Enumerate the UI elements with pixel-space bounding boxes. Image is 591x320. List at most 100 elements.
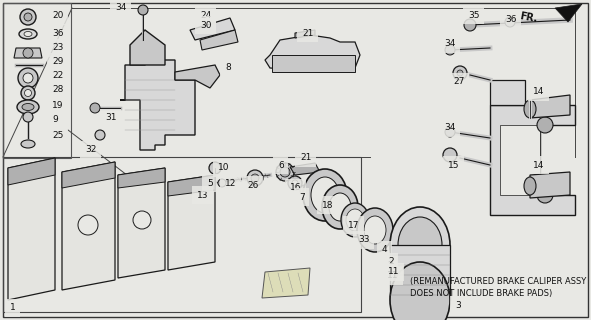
Text: 11: 11: [387, 271, 398, 281]
Ellipse shape: [23, 48, 33, 58]
Text: (REMANUFACTURED BRAKE CALIPER ASSY: (REMANUFACTURED BRAKE CALIPER ASSY: [410, 277, 586, 286]
Polygon shape: [272, 55, 355, 72]
Polygon shape: [168, 175, 215, 196]
Text: 8: 8: [225, 63, 230, 73]
Text: 31: 31: [105, 114, 116, 123]
Polygon shape: [490, 105, 575, 215]
Ellipse shape: [364, 216, 386, 244]
Text: 20: 20: [52, 12, 63, 20]
Ellipse shape: [537, 187, 553, 203]
Text: 18: 18: [322, 201, 333, 210]
Text: 1: 1: [10, 303, 16, 313]
Text: 19: 19: [52, 100, 63, 109]
Text: 14: 14: [533, 87, 544, 97]
Ellipse shape: [276, 163, 294, 181]
Text: 21: 21: [302, 28, 313, 37]
Ellipse shape: [357, 208, 393, 252]
Bar: [3, 3, 71, 158]
Ellipse shape: [322, 185, 358, 229]
Ellipse shape: [524, 100, 536, 118]
Polygon shape: [290, 163, 320, 175]
Ellipse shape: [303, 169, 347, 221]
Polygon shape: [530, 172, 570, 198]
Text: 16: 16: [290, 183, 301, 193]
Ellipse shape: [346, 209, 364, 231]
Ellipse shape: [21, 86, 35, 100]
Ellipse shape: [457, 70, 463, 76]
Text: 35: 35: [468, 11, 479, 20]
Ellipse shape: [78, 215, 98, 235]
Polygon shape: [265, 35, 360, 72]
Text: 36: 36: [505, 15, 517, 25]
Ellipse shape: [443, 148, 457, 162]
Text: 30: 30: [200, 20, 212, 29]
Ellipse shape: [24, 13, 32, 21]
Text: 9: 9: [52, 116, 58, 124]
Text: 3: 3: [455, 300, 461, 309]
Polygon shape: [14, 48, 42, 58]
Ellipse shape: [300, 185, 310, 195]
Polygon shape: [190, 18, 235, 40]
Text: 25: 25: [52, 131, 63, 140]
Text: DOES NOT INCLUDE BRAKE PADS): DOES NOT INCLUDE BRAKE PADS): [410, 289, 552, 298]
Text: 23: 23: [52, 44, 63, 52]
Polygon shape: [62, 162, 115, 188]
Polygon shape: [555, 4, 582, 22]
Ellipse shape: [292, 180, 298, 186]
Text: 5: 5: [207, 179, 213, 188]
Text: 17: 17: [348, 220, 359, 229]
Text: 26: 26: [247, 180, 258, 189]
Text: 27: 27: [453, 77, 465, 86]
Polygon shape: [8, 158, 55, 300]
Text: 13: 13: [197, 190, 209, 199]
Polygon shape: [530, 95, 570, 118]
Polygon shape: [500, 125, 540, 195]
Text: 29: 29: [52, 58, 63, 67]
Polygon shape: [200, 30, 238, 50]
Ellipse shape: [20, 9, 36, 25]
Text: 6: 6: [278, 161, 284, 170]
Text: 4: 4: [382, 245, 388, 254]
Ellipse shape: [90, 103, 100, 113]
Polygon shape: [490, 80, 525, 105]
Polygon shape: [390, 245, 450, 300]
Text: 33: 33: [358, 236, 369, 244]
Text: 15: 15: [448, 161, 459, 170]
Polygon shape: [62, 162, 115, 290]
Text: FR.: FR.: [518, 12, 538, 25]
Ellipse shape: [23, 73, 33, 83]
Text: 36: 36: [52, 28, 63, 37]
Ellipse shape: [138, 5, 148, 15]
Ellipse shape: [22, 103, 34, 110]
Polygon shape: [262, 268, 310, 298]
Text: 21: 21: [300, 154, 311, 163]
Ellipse shape: [24, 31, 32, 36]
Ellipse shape: [23, 112, 33, 122]
Ellipse shape: [445, 45, 455, 55]
Text: 34: 34: [444, 39, 456, 49]
Text: 14: 14: [533, 161, 544, 170]
Ellipse shape: [247, 170, 263, 186]
Polygon shape: [120, 60, 195, 150]
Text: 22: 22: [52, 71, 63, 81]
Text: 28: 28: [52, 85, 63, 94]
Text: 7: 7: [299, 193, 305, 202]
Ellipse shape: [19, 29, 37, 39]
Text: 24: 24: [200, 11, 211, 20]
Ellipse shape: [251, 174, 259, 182]
Ellipse shape: [288, 176, 302, 190]
Ellipse shape: [341, 203, 369, 237]
Ellipse shape: [453, 66, 467, 80]
Ellipse shape: [133, 211, 151, 229]
Bar: [3, 157, 361, 312]
Text: 32: 32: [85, 146, 96, 155]
Ellipse shape: [95, 130, 105, 140]
Text: 2: 2: [388, 258, 394, 267]
Ellipse shape: [21, 140, 35, 148]
Ellipse shape: [464, 19, 476, 31]
Ellipse shape: [505, 17, 515, 27]
Text: 2: 2: [387, 260, 392, 269]
Ellipse shape: [537, 117, 553, 133]
Polygon shape: [295, 30, 315, 38]
Text: 12: 12: [225, 179, 236, 188]
